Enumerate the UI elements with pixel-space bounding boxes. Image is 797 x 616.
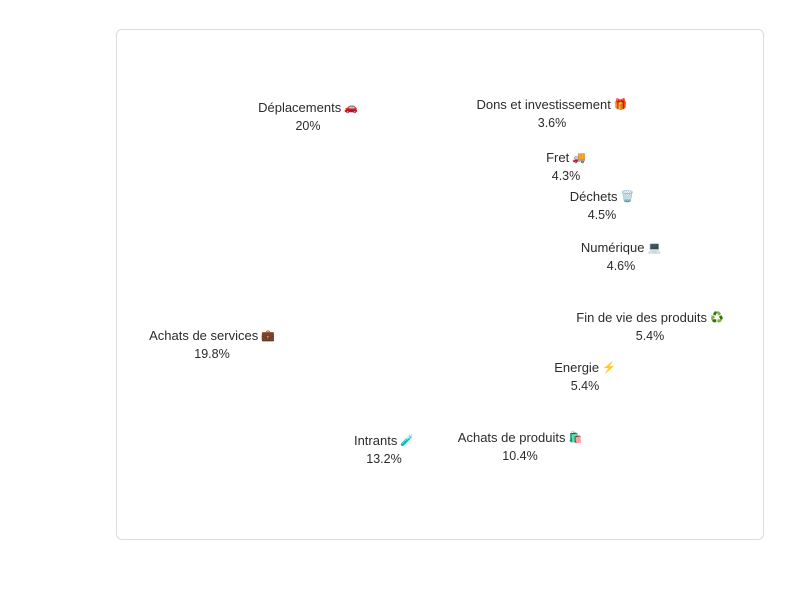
slice-value-label: 4.6%: [606, 259, 636, 273]
slice-label: Intrants 🧪 13.2%: [354, 432, 414, 468]
slice-label: Déchets 🗑️ 4.5%: [570, 188, 634, 224]
slice-name-text: Déplacements: [258, 100, 342, 115]
slice-value-label: 4.5%: [587, 208, 617, 222]
slice-name: Dons et investissement 🎁: [476, 96, 627, 114]
slice-name: Energie ⚡: [554, 359, 616, 377]
slice-name: Fin de vie des produits ♻️: [576, 309, 724, 327]
slice-label: Achats de services 💼 19.8%: [149, 327, 275, 363]
slice-name-text: Intrants: [353, 433, 398, 448]
slice-label: Energie ⚡ 5.4%: [554, 359, 616, 395]
slice-emoji-icon: 💻: [647, 242, 662, 255]
slice-name: Déplacements 🚗: [258, 99, 358, 117]
slice-label: Déplacements 🚗 20%: [258, 99, 358, 135]
slice-label: Fin de vie des produits ♻️ 5.4%: [576, 309, 724, 345]
slice-name: Fret 🚚: [546, 149, 586, 167]
slice-value-label: 19.8%: [194, 347, 230, 361]
slice-name-text: Fret: [546, 150, 570, 165]
slice-emoji-icon: 🧪: [400, 435, 415, 448]
slice-value-label: 5.4%: [635, 329, 665, 343]
slice-emoji-icon: ♻️: [710, 312, 724, 325]
slice-value-label: 4.3%: [551, 169, 581, 183]
slice-value-label: 10.4%: [502, 449, 538, 463]
slice-value-label: 20%: [295, 119, 321, 133]
slice-name-text: Dons et investissement: [476, 97, 611, 112]
slice-name-text: Fin de vie des produits: [576, 310, 708, 325]
slice-name: Numérique 💻: [581, 239, 661, 257]
slice-value-label: 3.6%: [537, 116, 567, 130]
slice-name-text: Achats de services: [149, 328, 259, 343]
slice-name-text: Numérique: [580, 240, 645, 255]
slice-label: Fret 🚚 4.3%: [546, 149, 586, 185]
slice-value-label: 13.2%: [366, 452, 402, 466]
slice-emoji-icon: 🛍️: [568, 432, 583, 445]
slice-emoji-icon: 🚗: [344, 102, 358, 115]
slice-emoji-icon: 🎁: [613, 99, 628, 112]
slice-label: Numérique 💻 4.6%: [581, 239, 661, 275]
slice-name-text: Energie: [554, 360, 600, 375]
slice-emoji-icon: ⚡: [602, 362, 616, 375]
slice-name-text: Achats de produits: [457, 430, 566, 445]
slice-emoji-icon: 🗑️: [620, 191, 635, 204]
slice-name: Achats de produits 🛍️: [458, 429, 582, 447]
slice-label: Achats de produits 🛍️ 10.4%: [458, 429, 582, 465]
slice-name: Achats de services 💼: [149, 327, 275, 345]
slice-name: Déchets 🗑️: [570, 188, 634, 206]
chart-card: [116, 29, 764, 540]
slice-emoji-icon: 🚚: [572, 152, 586, 165]
slice-emoji-icon: 💼: [261, 330, 275, 343]
slice-label: Dons et investissement 🎁 3.6%: [476, 96, 627, 132]
slice-name-text: Déchets: [569, 189, 618, 204]
slice-value-label: 5.4%: [570, 379, 600, 393]
slice-name: Intrants 🧪: [354, 432, 414, 450]
